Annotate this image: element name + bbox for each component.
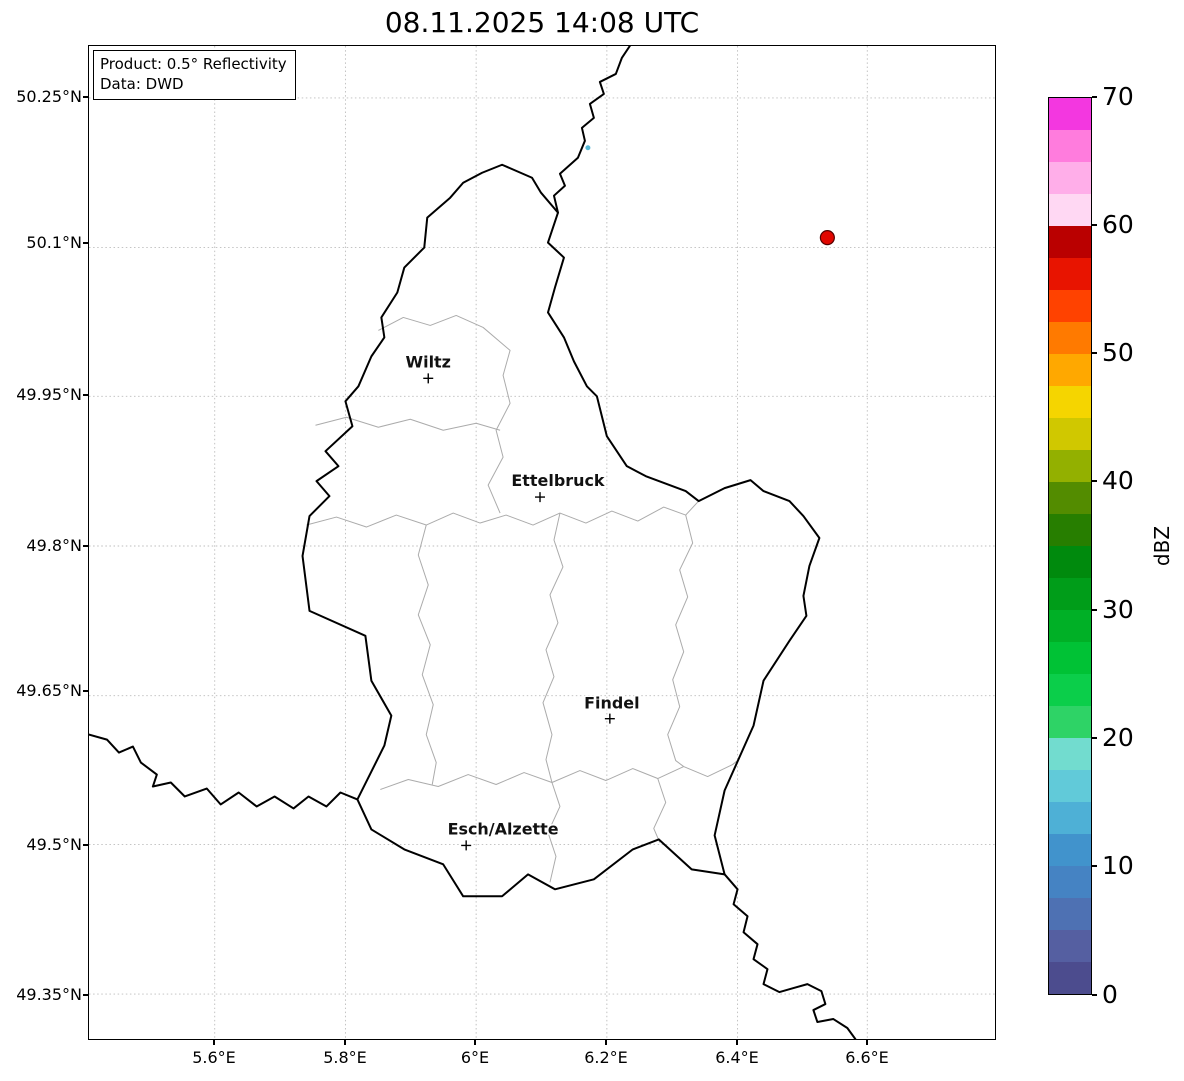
axis-tick: [83, 242, 88, 244]
city-label: Esch/Alzette: [448, 819, 559, 838]
plus-marker-icon: [604, 713, 615, 724]
axis-tick: [83, 96, 88, 98]
lat-tick-label: 50.25°N: [16, 87, 82, 106]
lon-tick-label: 5.8°E: [323, 1048, 367, 1067]
colorbar-tick: [1092, 480, 1097, 482]
axis-tick: [736, 1040, 738, 1045]
colorbar-tick: [1092, 865, 1097, 867]
colorbar-tick-label: 70: [1102, 82, 1134, 111]
france-belgium-border: [89, 733, 359, 810]
colorbar-tick-label: 50: [1102, 338, 1134, 367]
axis-tick: [83, 394, 88, 396]
radar-site-dot: [819, 230, 835, 246]
map-plot: Wiltz Ettelbruck Findel Esch/Alzette: [88, 45, 996, 1040]
axis-tick: [605, 1040, 607, 1045]
country-borders: [89, 46, 857, 1039]
axis-tick: [213, 1040, 215, 1045]
plus-marker-icon: [461, 840, 472, 851]
lat-tick-label: 49.8°N: [26, 536, 82, 555]
lat-tick-label: 49.5°N: [26, 835, 82, 854]
graticule-grid: [89, 46, 995, 1039]
colorbar-gradient: [1048, 97, 1092, 995]
map-canvas: Wiltz Ettelbruck Findel Esch/Alzette: [89, 46, 995, 1039]
lat-tick-label: 49.95°N: [16, 385, 82, 404]
france-germany-border: [723, 873, 857, 1039]
figure-title: 08.11.2025 14:08 UTC: [384, 6, 700, 39]
city-label: Wiltz: [406, 352, 451, 371]
lat-tick-label: 49.65°N: [16, 681, 82, 700]
axis-tick: [83, 844, 88, 846]
lat-tick-label: 49.35°N: [16, 985, 82, 1004]
city-label: Findel: [584, 694, 639, 713]
axis-tick: [866, 1040, 868, 1045]
lon-tick-label: 6°E: [460, 1048, 490, 1067]
city-esch-alzette: Esch/Alzette: [446, 818, 560, 851]
city-ettelbruck: Ettelbruck: [510, 470, 606, 503]
colorbar-tick: [1092, 994, 1097, 996]
product-info-box: Product: 0.5° Reflectivity Data: DWD: [93, 50, 296, 100]
city-wiltz: Wiltz: [404, 351, 452, 384]
colorbar-tick: [1092, 352, 1097, 354]
colorbar-tick-label: 40: [1102, 466, 1134, 495]
lon-tick-label: 6.4°E: [715, 1048, 759, 1067]
lon-tick-label: 5.6°E: [192, 1048, 236, 1067]
plus-marker-icon: [535, 492, 545, 503]
plus-marker-icon: [423, 373, 434, 384]
colorbar-tick-label: 20: [1102, 723, 1134, 752]
axis-tick: [474, 1040, 476, 1045]
colorbar-tick-label: 0: [1102, 980, 1118, 1009]
data-source-line: Data: DWD: [100, 75, 184, 94]
colorbar-tick-label: 30: [1102, 595, 1134, 624]
district-borders: [306, 314, 738, 883]
product-line: Product: 0.5° Reflectivity: [100, 55, 287, 73]
city-label: Ettelbruck: [511, 471, 605, 490]
colorbar-unit-label: dBZ: [1150, 525, 1174, 567]
colorbar-tick: [1092, 737, 1097, 739]
axis-tick: [83, 690, 88, 692]
colorbar-tick-label: 10: [1102, 851, 1134, 880]
colorbar-tick: [1092, 609, 1097, 611]
city-findel: Findel: [583, 692, 641, 724]
colorbar-tick: [1092, 96, 1097, 98]
luxembourg-outline: [301, 163, 821, 898]
belgium-germany-border: [552, 46, 631, 214]
weak-echo-pixel: [585, 145, 591, 151]
lon-tick-label: 6.2°E: [584, 1048, 628, 1067]
axis-tick: [83, 994, 88, 996]
axis-tick: [344, 1040, 346, 1045]
colorbar-tick: [1092, 224, 1097, 226]
lon-tick-label: 6.6°E: [845, 1048, 889, 1067]
lat-tick-label: 50.1°N: [26, 233, 82, 252]
colorbar-tick-label: 60: [1102, 210, 1134, 239]
axis-tick: [83, 545, 88, 547]
